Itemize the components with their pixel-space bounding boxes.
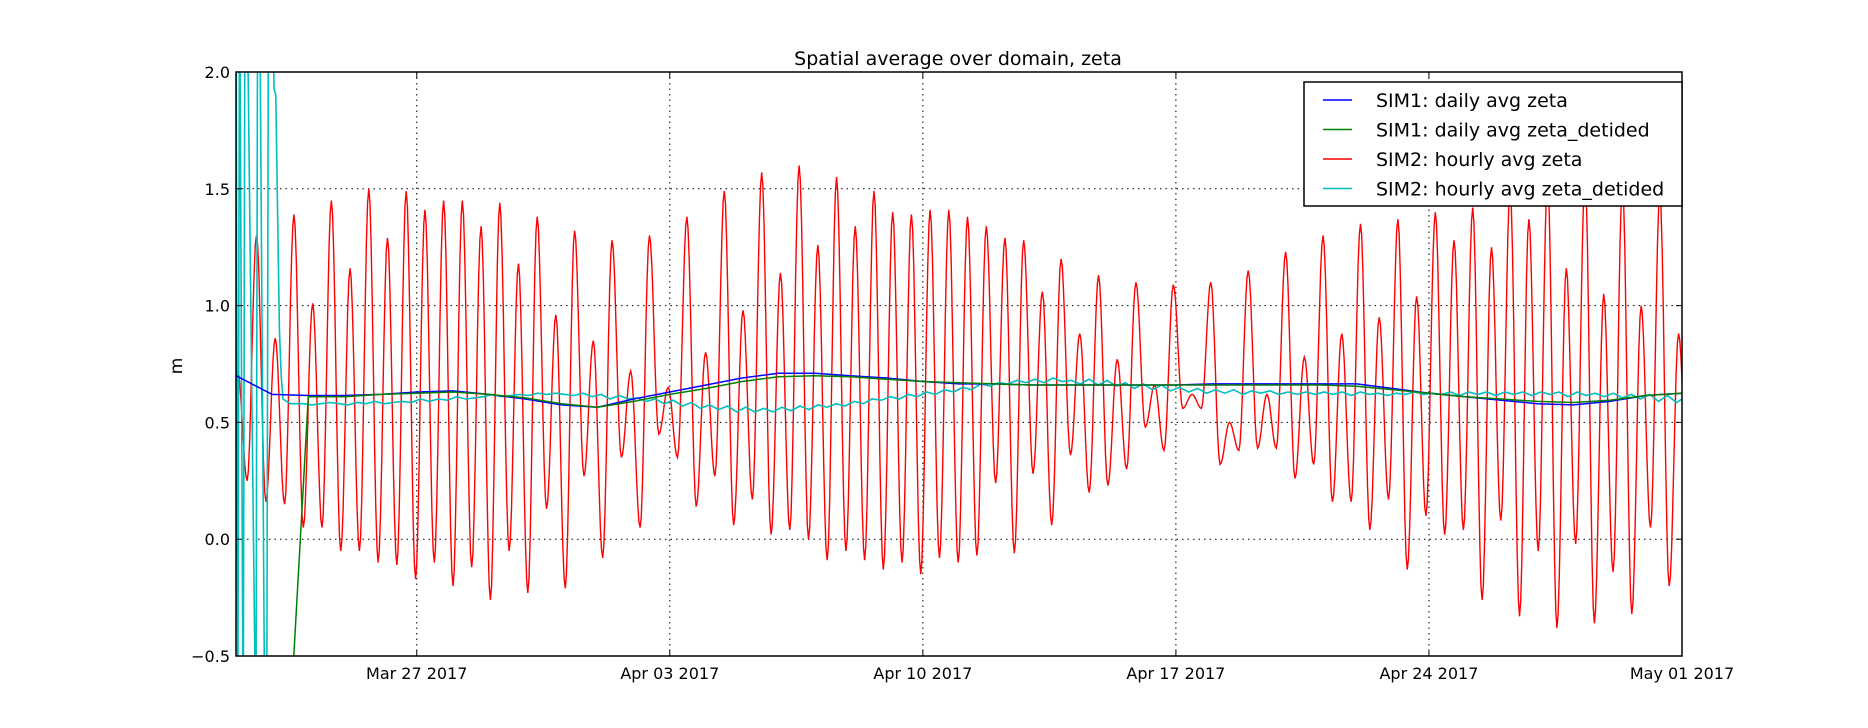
series-sim2-hourly-zeta [236, 165, 1682, 629]
y-tick-label: 0.5 [205, 413, 230, 432]
y-tick-label: 2.0 [205, 63, 230, 82]
x-tick-label: Mar 27 2017 [366, 664, 467, 683]
legend-label: SIM2: hourly avg zeta_detided [1376, 179, 1664, 201]
legend-box [1303, 81, 1683, 207]
x-tick-label: Apr 10 2017 [873, 664, 972, 683]
x-tick-label: Apr 17 2017 [1126, 664, 1225, 683]
chart-title: Spatial average over domain, zeta [794, 48, 1122, 70]
x-tick-label: Apr 24 2017 [1379, 664, 1478, 683]
y-tick-label: 0.0 [205, 530, 230, 549]
y-tick-label: −0.5 [191, 647, 230, 666]
legend: SIM1: daily avg zeta SIM1: daily avg zeta… [1303, 81, 1683, 207]
y-axis: 2.0 1.5 1.0 0.5 0.0 −0.5 [191, 63, 1682, 666]
legend-label: SIM2: hourly avg zeta [1376, 149, 1582, 171]
legend-label: SIM1: daily avg zeta_detided [1376, 120, 1650, 142]
plot-frame [235, 71, 1683, 657]
y-tick-label: 1.0 [205, 297, 230, 316]
y-tick-label: 1.5 [205, 180, 230, 199]
legend-label: SIM1: daily avg zeta [1376, 90, 1568, 112]
x-tick-label: May 01 2017 [1630, 664, 1734, 683]
x-axis: Mar 27 2017 Apr 03 2017 Apr 10 2017 Apr 17 … [366, 72, 1734, 683]
series-layer [236, 72, 1682, 656]
x-tick-label: Apr 03 2017 [620, 664, 719, 683]
y-axis-label: m [167, 358, 187, 375]
series-sim1-daily-zeta-detided [293, 374, 1682, 656]
